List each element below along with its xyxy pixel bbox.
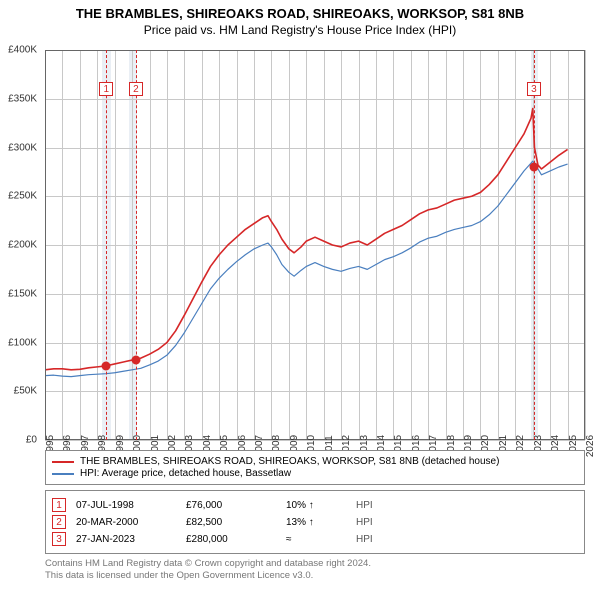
gridline-h: [45, 343, 585, 344]
gridline-v: [80, 50, 81, 440]
event-line: [534, 50, 535, 440]
y-axis-label: £200K: [8, 240, 37, 251]
y-axis-label: £400K: [8, 45, 37, 56]
gridline-h: [45, 148, 585, 149]
gridline-h: [45, 50, 585, 51]
gridline-h: [45, 391, 585, 392]
gridline-v: [97, 50, 98, 440]
y-axis-label: £300K: [8, 142, 37, 153]
table-delta: ≈: [286, 534, 346, 545]
table-marker: 3: [52, 532, 66, 546]
gridline-v: [359, 50, 360, 440]
legend-row: THE BRAMBLES, SHIREOAKS ROAD, SHIREOAKS,…: [52, 456, 578, 467]
event-dot: [131, 355, 140, 364]
table-date: 27-JAN-2023: [76, 534, 176, 545]
gridline-v: [184, 50, 185, 440]
gridline-v: [515, 50, 516, 440]
gridline-v: [393, 50, 394, 440]
legend-label: HPI: Average price, detached house, Bass…: [80, 468, 291, 479]
gridline-h: [45, 294, 585, 295]
gridline-v: [498, 50, 499, 440]
table-row: 1 07-JUL-1998 £76,000 10% ↑ HPI: [52, 498, 578, 512]
y-axis-label: £150K: [8, 288, 37, 299]
gridline-v: [254, 50, 255, 440]
gridline-v: [202, 50, 203, 440]
event-dot: [529, 163, 538, 172]
gridline-v: [62, 50, 63, 440]
y-axis-label: £250K: [8, 191, 37, 202]
event-line: [106, 50, 107, 440]
title-line1: THE BRAMBLES, SHIREOAKS ROAD, SHIREOAKS,…: [0, 6, 600, 21]
footer-line1: Contains HM Land Registry data © Crown c…: [45, 558, 585, 570]
table-row: 2 20-MAR-2000 £82,500 13% ↑ HPI: [52, 515, 578, 529]
legend-swatch: [52, 461, 74, 463]
gridline-h: [45, 196, 585, 197]
event-dot: [102, 361, 111, 370]
table-date: 07-JUL-1998: [76, 500, 176, 511]
gridline-v: [237, 50, 238, 440]
table-date: 20-MAR-2000: [76, 517, 176, 528]
x-axis-label: 2026: [585, 435, 596, 457]
table-marker: 1: [52, 498, 66, 512]
gridline-v: [341, 50, 342, 440]
gridline-h: [45, 245, 585, 246]
table-delta: 13% ↑: [286, 517, 346, 528]
gridline-v: [324, 50, 325, 440]
table-row: 3 27-JAN-2023 £280,000 ≈ HPI: [52, 532, 578, 546]
titles: THE BRAMBLES, SHIREOAKS ROAD, SHIREOAKS,…: [0, 6, 600, 37]
gridline-v: [306, 50, 307, 440]
gridline-v: [289, 50, 290, 440]
gridline-v: [411, 50, 412, 440]
legend: THE BRAMBLES, SHIREOAKS ROAD, SHIREOAKS,…: [45, 450, 585, 485]
gridline-v: [150, 50, 151, 440]
gridline-v: [463, 50, 464, 440]
table-rel: HPI: [356, 534, 396, 545]
gridline-v: [45, 50, 46, 440]
gridline-v: [376, 50, 377, 440]
event-line: [136, 50, 137, 440]
gridline-v: [480, 50, 481, 440]
y-axis-label: £50K: [14, 386, 37, 397]
footer-line2: This data is licensed under the Open Gov…: [45, 570, 585, 582]
gridline-v: [167, 50, 168, 440]
y-axis-label: £100K: [8, 337, 37, 348]
event-marker: 3: [527, 82, 541, 96]
gridline-v: [132, 50, 133, 440]
table-marker: 2: [52, 515, 66, 529]
y-axis-label: £350K: [8, 93, 37, 104]
event-marker: 2: [129, 82, 143, 96]
table-delta: 10% ↑: [286, 500, 346, 511]
title-line2: Price paid vs. HM Land Registry's House …: [0, 23, 600, 37]
y-axis-label: £0: [26, 435, 37, 446]
gridline-h: [45, 99, 585, 100]
legend-row: HPI: Average price, detached house, Bass…: [52, 468, 578, 479]
events-table: 1 07-JUL-1998 £76,000 10% ↑ HPI 2 20-MAR-2000 £…: [45, 490, 585, 554]
page-root: THE BRAMBLES, SHIREOAKS ROAD, SHIREOAKS,…: [0, 0, 600, 590]
gridline-v: [219, 50, 220, 440]
legend-swatch: [52, 473, 74, 475]
table-price: £280,000: [186, 534, 276, 545]
gridline-v: [115, 50, 116, 440]
footer: Contains HM Land Registry data © Crown c…: [45, 558, 585, 583]
table-price: £76,000: [186, 500, 276, 511]
price-chart: £0£50K£100K£150K£200K£250K£300K£350K£400…: [45, 50, 585, 440]
legend-label: THE BRAMBLES, SHIREOAKS ROAD, SHIREOAKS,…: [80, 456, 499, 467]
gridline-v: [568, 50, 569, 440]
table-price: £82,500: [186, 517, 276, 528]
gridline-v: [428, 50, 429, 440]
gridline-v: [550, 50, 551, 440]
gridline-v: [271, 50, 272, 440]
gridline-v: [446, 50, 447, 440]
table-rel: HPI: [356, 500, 396, 511]
gridline-v: [585, 50, 586, 440]
table-rel: HPI: [356, 517, 396, 528]
event-marker: 1: [99, 82, 113, 96]
